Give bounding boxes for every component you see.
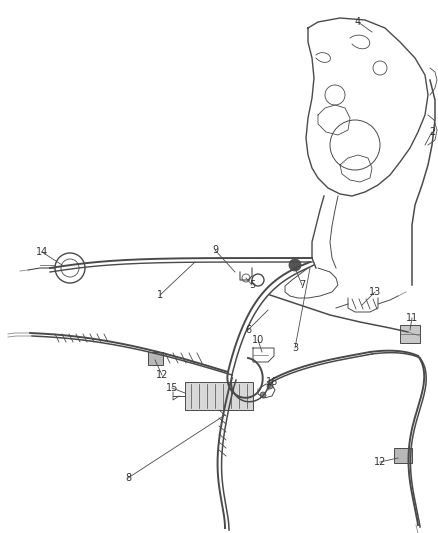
Text: 6: 6 [245, 325, 251, 335]
Circle shape [289, 259, 301, 271]
Text: 7: 7 [299, 280, 305, 290]
FancyBboxPatch shape [400, 325, 420, 343]
Text: 16: 16 [266, 377, 278, 387]
FancyBboxPatch shape [185, 382, 253, 410]
FancyBboxPatch shape [394, 448, 412, 463]
Text: 9: 9 [212, 245, 218, 255]
Text: 5: 5 [249, 280, 255, 290]
Text: 1: 1 [157, 290, 163, 300]
Text: 4: 4 [355, 17, 361, 27]
Circle shape [260, 392, 266, 398]
Text: 15: 15 [166, 383, 178, 393]
FancyBboxPatch shape [148, 352, 163, 365]
Text: 13: 13 [369, 287, 381, 297]
Text: 11: 11 [406, 313, 418, 323]
Text: 3: 3 [292, 343, 298, 353]
Text: 12: 12 [374, 457, 386, 467]
Text: 2: 2 [429, 127, 435, 137]
Circle shape [267, 383, 273, 389]
Text: 12: 12 [156, 370, 168, 380]
Text: 14: 14 [36, 247, 48, 257]
Text: 10: 10 [252, 335, 264, 345]
Text: 8: 8 [125, 473, 131, 483]
